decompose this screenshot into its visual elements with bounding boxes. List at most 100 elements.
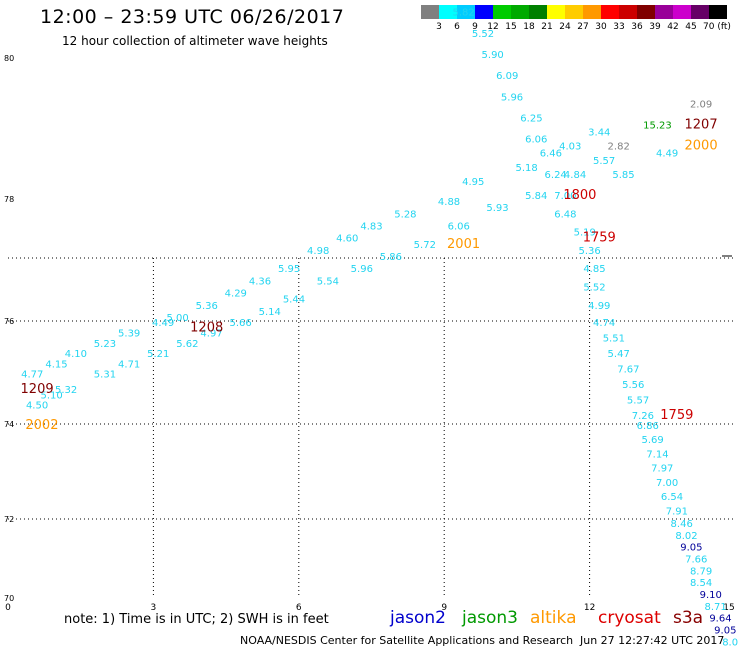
wave-height-value: 5.57 [593,156,615,167]
footer-timestamp: Jun 27 12:27:42 UTC 2017 [580,634,725,647]
pass-time-label: 2000 [685,139,718,154]
wave-height-value: 4.95 [462,177,484,188]
wave-height-value: 5.21 [147,349,169,360]
wave-height-value: 7.67 [617,365,639,376]
wave-height-value: 9.05 [714,626,736,637]
legend-swatch [637,5,655,19]
wave-height-value: 4.60 [336,234,358,245]
legend-swatch [655,5,673,19]
color-legend-labels: 3 6 9 12 15 18 21 24 27 30 33 36 39 42 45 70 (ft) [421,22,740,34]
wave-height-value: 5.84 [525,191,547,202]
legend-label: 33 [613,22,625,32]
wave-height-value: 5.66 [230,318,252,329]
wave-height-value: 4.83 [360,222,382,233]
wave-height-value: 15.23 [643,121,672,132]
wave-height-value: 6.25 [520,113,542,124]
wave-height-value: 4.50 [26,401,48,412]
legend-label: 39 [649,22,661,32]
x-tick-label: 9 [441,603,447,613]
wave-height-value: 5.31 [94,370,116,381]
wave-height-value: 7.66 [685,554,707,565]
wave-height-value: 5.86 [380,252,402,263]
legend-label: 12 [487,22,499,32]
wave-height-value: 5.85 [612,170,634,181]
wave-height-value: 5.82 [452,8,474,19]
wave-height-value: 5.54 [317,276,339,287]
pass-time-label: 1759 [583,231,616,246]
wave-height-value: 3.44 [588,128,610,139]
page-title: 12:00 – 23:59 UTC 06/26/2017 [40,6,345,28]
wave-height-value: 4.49 [656,149,678,160]
pass-time-label: 2001 [447,237,480,252]
wave-height-value: 5.72 [414,240,436,251]
pass-time-label: 1800 [563,188,596,203]
legend-swatch [493,5,511,19]
wave-height-value: 7.14 [646,449,668,460]
legend-label: 30 [595,22,607,32]
legend-swatch [691,5,709,19]
wave-height-value: 7.26 [632,411,654,422]
wave-height-value: 4.99 [588,301,610,312]
legend-swatch [457,5,475,19]
wave-height-value: 4.36 [249,276,271,287]
wave-height-value: 6.06 [448,222,470,233]
legend-label: 18 [523,22,535,32]
wave-height-value: 5.00 [167,313,189,324]
legend-swatch [529,5,547,19]
wave-height-value: 7.00 [554,191,576,202]
wave-height-value: 8.71 [704,602,726,613]
wave-height-value: 5.19 [574,228,596,239]
legend-label: 36 [631,22,643,32]
wave-height-value: 6.46 [540,149,562,160]
legend-swatch [475,5,493,19]
wave-height-value: 4.85 [583,264,605,275]
wave-height-value: 9.10 [700,590,722,601]
wave-height-value: 4.03 [559,142,581,153]
legend-label: 27 [577,22,589,32]
wave-height-value: 9.05 [680,543,702,554]
satellite-label-cryosat: cryosat [598,608,661,628]
wave-height-value: 5.10 [40,390,62,401]
pass-time-label: 1209 [21,382,54,397]
y-tick-label: 80 [4,54,14,63]
wave-height-value: 5.44 [283,295,305,306]
legend-label: 70 (ft) [703,22,731,32]
wave-height-value: 5.96 [351,264,373,275]
wave-height-value: 5.28 [394,209,416,220]
wave-height-value: 5.62 [176,339,198,350]
legend-swatch [547,5,565,19]
wave-height-value: 8.79 [690,566,712,577]
legend-label: 45 [685,22,697,32]
legend-label: 3 [436,22,442,32]
wave-height-value: 6.48 [554,209,576,220]
wave-height-value: 4.15 [45,359,67,370]
y-tick-label: 78 [4,195,14,204]
legend-swatch [601,5,619,19]
wave-height-value: 6.06 [525,135,547,146]
wave-height-value: 8.46 [671,519,693,530]
wave-height-value: 4.97 [200,328,222,339]
wave-height-value: 2.09 [690,99,712,110]
y-tick-label: 76 [4,317,14,326]
wave-height-value: 2.82 [608,142,630,153]
legend-swatch [619,5,637,19]
note-text: note: 1) Time is in UTC; 2) SWH is in fe… [64,612,329,627]
wave-height-value: 5.52 [472,29,494,40]
wave-height-value: 4.88 [438,197,460,208]
wave-height-value: 6.54 [661,492,683,503]
y-tick-label: 70 [4,594,14,603]
legend-swatch [421,5,439,19]
legend-label: 42 [667,22,679,32]
wave-height-value: 4.10 [65,349,87,360]
wave-height-value: 5.39 [118,328,140,339]
wave-height-value: 5.95 [278,264,300,275]
legend-label: 6 [454,22,460,32]
wave-height-value: 6.09 [496,71,518,82]
legend-swatch [511,5,529,19]
wave-height-value: 4.77 [21,370,43,381]
wave-height-value: 5.23 [94,339,116,350]
wave-height-value: 8.0 [722,637,738,648]
legend-swatch [709,5,727,19]
y-tick-label: 74 [4,420,14,429]
